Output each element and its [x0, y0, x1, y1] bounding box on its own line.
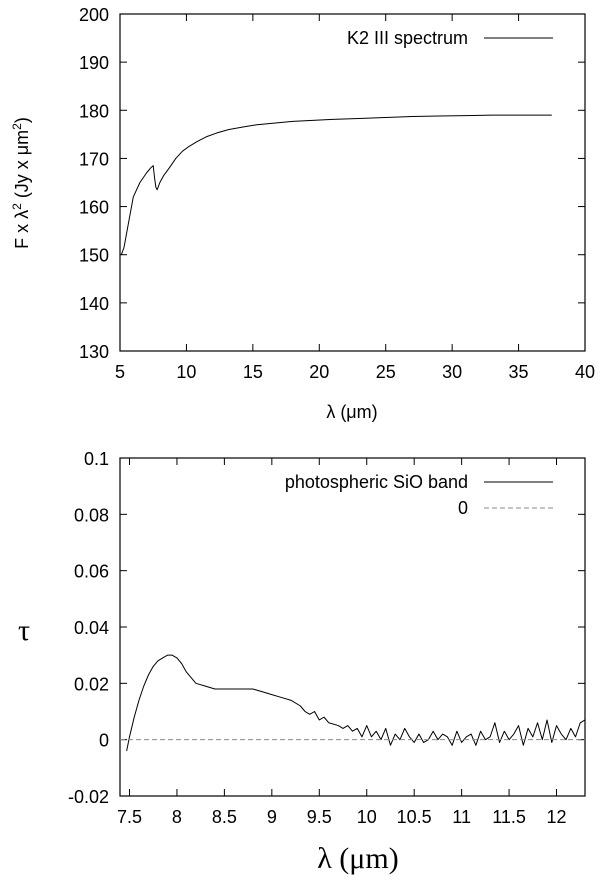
top-y-tick-label: 150	[79, 246, 109, 266]
top-x-tick-label: 35	[509, 362, 529, 382]
bottom-legend-label-2: 0	[458, 498, 468, 518]
bottom-ticks	[120, 457, 585, 797]
top-x-axis-label: λ (μm)	[326, 402, 377, 422]
top-x-tick-label: 25	[376, 362, 396, 382]
top-plot-frame	[119, 13, 586, 352]
top-y-tick-label: 200	[79, 5, 109, 25]
bottom-x-tick-label: 10.5	[397, 807, 432, 827]
bottom-x-tick-label: 9.5	[307, 807, 332, 827]
top-series	[120, 114, 552, 255]
top-y-tick-label: 180	[79, 101, 109, 121]
top-y-tick-label: 170	[79, 149, 109, 169]
bottom-x-tick-label: 11.5	[492, 807, 526, 827]
top-y-label-part-3: )	[12, 117, 32, 123]
bottom-x-tick-label: 8	[172, 807, 182, 827]
bottom-x-tick-label: 8.5	[212, 807, 237, 827]
bottom-series	[120, 654, 586, 752]
bottom-x-tick-label: 9	[267, 807, 277, 827]
top-chart: 5 10 15 20 25 30 35 40130140150160170180190200 …	[10, 5, 595, 422]
bottom-x-tick-label: 11	[452, 807, 471, 827]
bottom-y-tick-label: 0	[99, 731, 109, 751]
top-legend-label: K2 III spectrum	[347, 28, 468, 48]
top-tick-labels: 5 10 15 20 25 30 35 40 130 140 150 160 170 180 190 200	[79, 5, 595, 382]
bottom-y-tick-label: 0.1	[84, 449, 109, 469]
bottom-x-axis-label: λ (μm)	[317, 842, 398, 875]
bottom-y-tick-label: 0.08	[74, 505, 109, 525]
bottom-series-spectrum-line	[126, 654, 586, 752]
top-y-label-sup-1: 2	[10, 203, 24, 210]
top-x-tick-label: 20	[309, 362, 329, 382]
bottom-legend-label-1: photospheric SiO band	[285, 472, 468, 492]
top-y-tick-label: 190	[79, 53, 109, 73]
top-ticks	[119, 13, 586, 352]
top-x-tick-label: 30	[442, 362, 462, 382]
top-x-tick-label: 5	[115, 362, 125, 382]
top-y-tick-label: 130	[79, 342, 109, 362]
top-y-label-part-2: (Jy x μm	[12, 130, 32, 203]
bottom-y-tick-label: -0.02	[68, 787, 109, 807]
top-y-label-part-1: F x λ	[12, 210, 32, 249]
top-y-tick-label: 140	[79, 294, 109, 314]
top-x-tick-label: 10	[176, 362, 196, 382]
bottom-y-tick-label: 0.02	[74, 674, 109, 694]
bottom-x-tick-label: 12	[547, 807, 567, 827]
bottom-y-tick-label: 0.04	[74, 618, 109, 638]
bottom-legend: photospheric SiO band 0	[285, 472, 553, 518]
top-y-axis-label: F x λ2 (Jy x μm2)	[10, 117, 32, 249]
bottom-y-axis-label: τ	[18, 614, 30, 647]
bottom-x-tick-label: 10	[357, 807, 377, 827]
bottom-plot-frame	[119, 457, 586, 797]
top-legend: K2 III spectrum	[347, 28, 553, 48]
bottom-x-tick-label: 7.5	[117, 807, 142, 827]
top-y-label-sup-2: 2	[10, 123, 24, 130]
top-x-tick-label: 15	[243, 362, 263, 382]
top-series-spectrum-line	[120, 114, 552, 255]
bottom-tick-labels: 7.5 8 8.5 9 9.5 10 10.5 11 11.5 12 -0.02 0 0.02 0.04 0…	[68, 449, 567, 827]
top-x-tick-label: 40	[575, 362, 595, 382]
top-y-tick-label: 160	[79, 198, 109, 218]
bottom-y-tick-label: 0.06	[74, 562, 109, 582]
bottom-chart: 7.5 8 8.5 9 9.5 10 10.5 11 11.5 12 -0.02 0 0.02 0.04 0…	[18, 449, 586, 875]
